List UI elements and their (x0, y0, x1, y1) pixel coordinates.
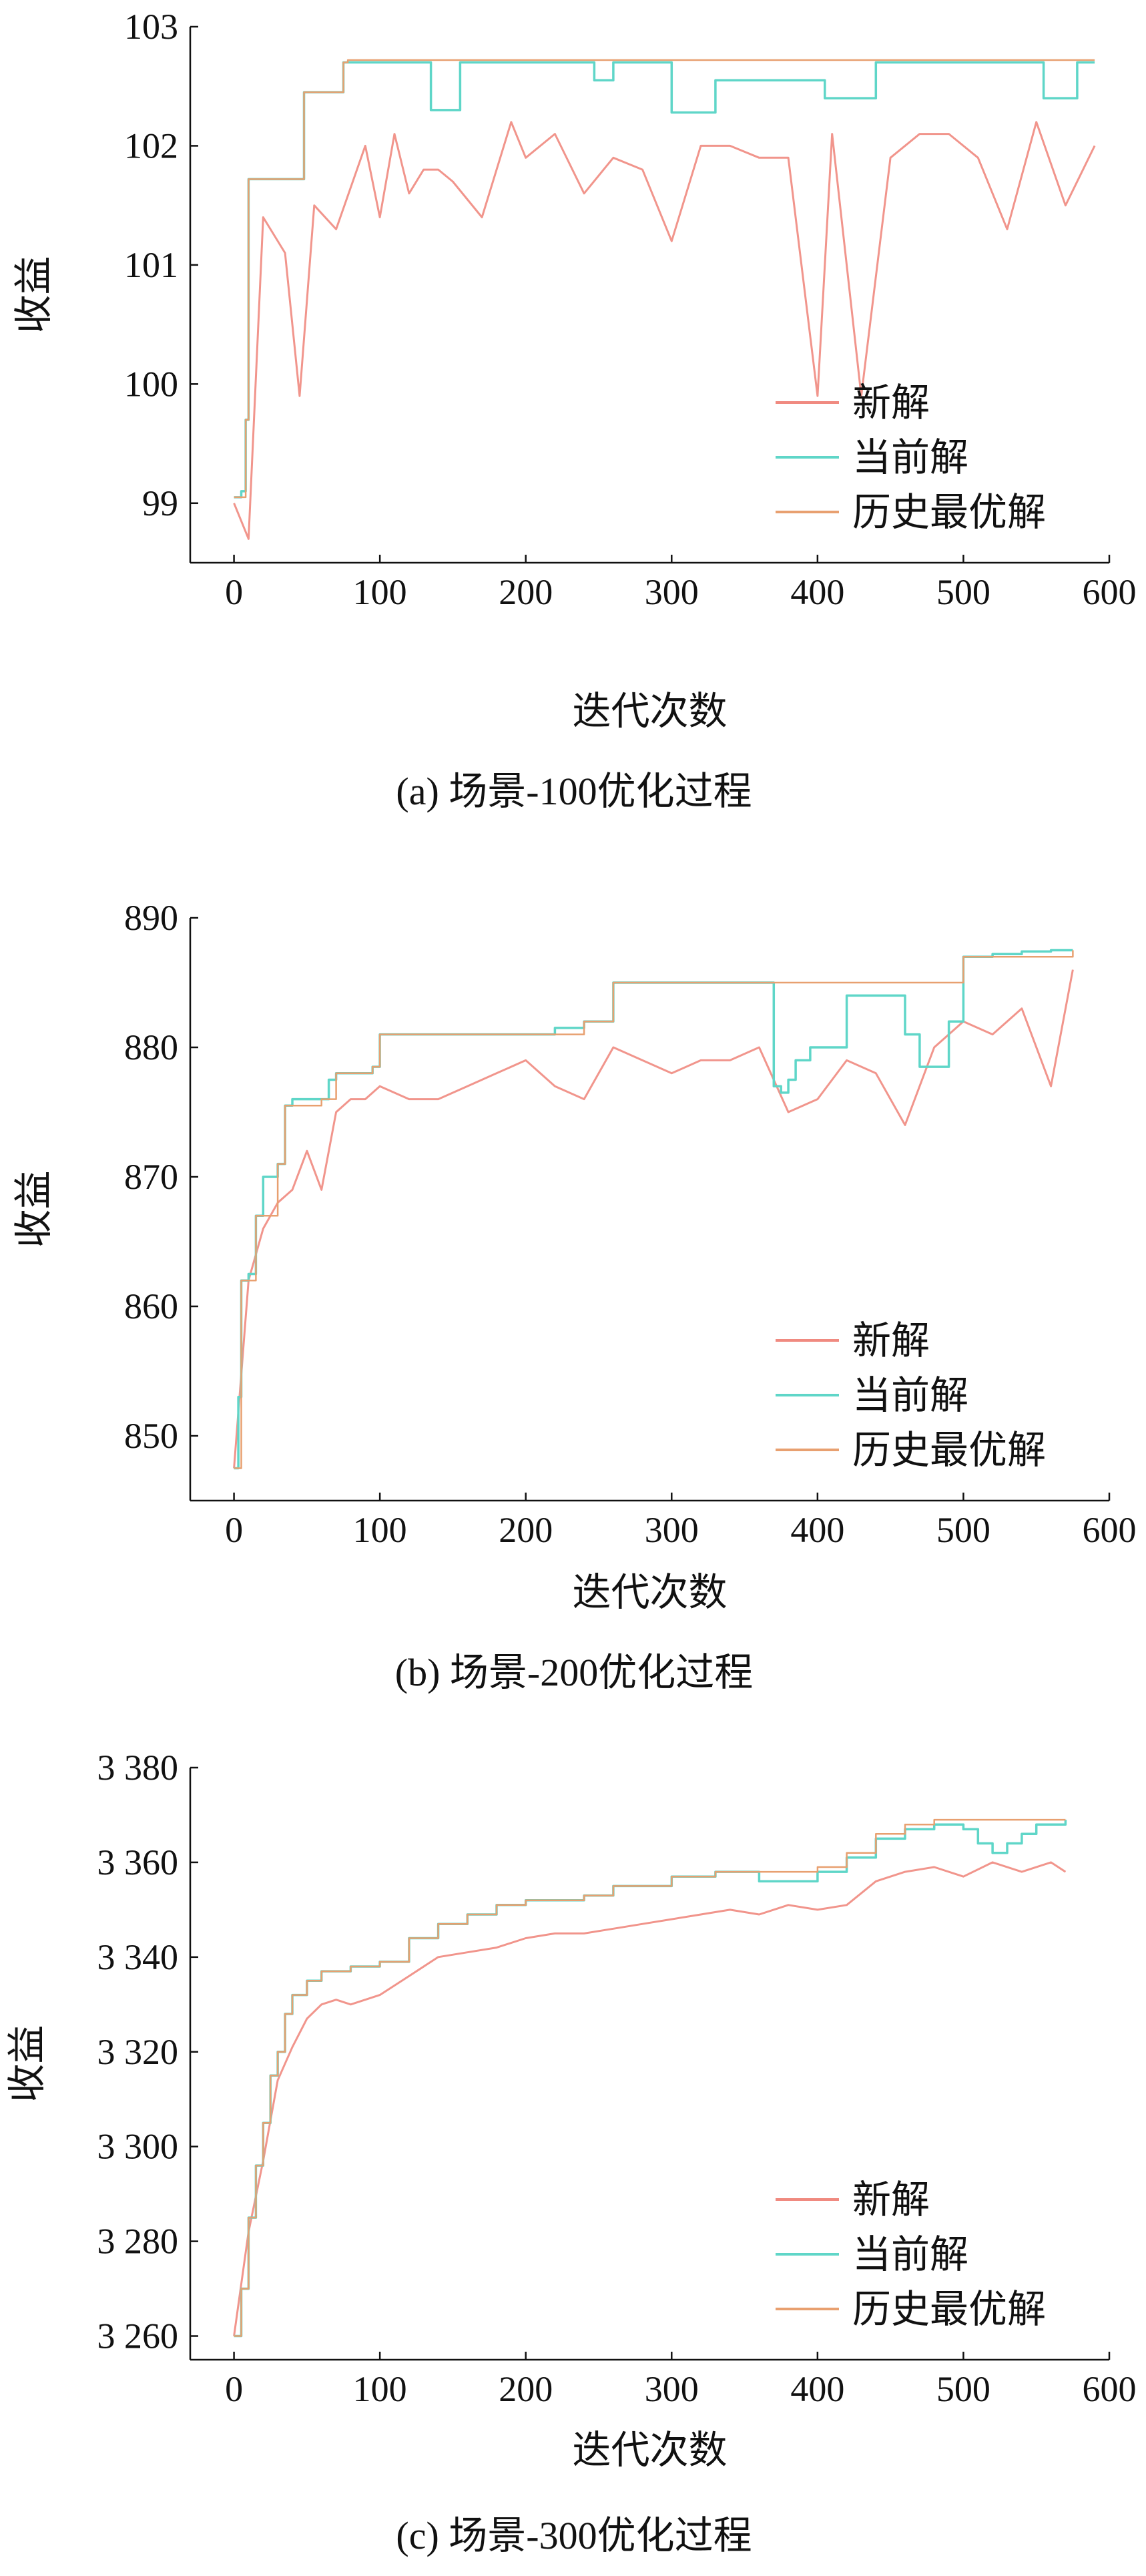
x-tick-label: 200 (499, 2369, 553, 2409)
series-line-current (234, 61, 1095, 499)
plot-area (233, 949, 1074, 1470)
x-tick-label: 400 (790, 2369, 844, 2409)
figure-caption: (a) 场景-100优化过程 (396, 770, 752, 813)
x-tick-label: 500 (936, 1510, 990, 1550)
x-axis-title: 迭代次数 (572, 1571, 727, 1614)
x-tick-label: 500 (936, 572, 990, 612)
x-tick-label: 0 (225, 1510, 243, 1550)
legend-label: 当前解 (852, 436, 968, 479)
legend-label: 新解 (852, 2178, 930, 2222)
series-line-best (234, 59, 1095, 499)
legend-label: 历史最优解 (852, 1429, 1046, 1472)
y-tick-label: 102 (124, 125, 178, 166)
series-line-new (233, 1861, 1067, 2336)
y-tick-label: 3 320 (97, 2032, 179, 2072)
x-tick-label: 200 (499, 1510, 553, 1550)
figure-caption: (b) 场景-200优化过程 (395, 1651, 753, 1694)
y-tick-label: 101 (124, 245, 178, 285)
series-line-new (233, 121, 1096, 540)
plot-area (233, 59, 1096, 540)
chart-panel-2: 0 100 200 300 400 500 600 850 860 870 880 890 收益迭代次数… (12, 898, 1137, 1694)
x-tick-label: 0 (225, 572, 243, 612)
x-tick-label: 600 (1083, 1510, 1137, 1550)
legend-label: 当前解 (852, 1374, 968, 1417)
legend-label: 历史最优解 (852, 2288, 1046, 2331)
y-tick-label: 870 (124, 1157, 178, 1197)
x-tick-label: 100 (353, 2369, 407, 2409)
y-axis-title: 收益 (12, 256, 55, 333)
plot-area (233, 1818, 1067, 2338)
y-tick-label: 99 (142, 483, 178, 523)
legend-label: 新解 (852, 1319, 930, 1362)
y-tick-label: 860 (124, 1286, 178, 1326)
series-line-best (234, 950, 1074, 1469)
x-tick-label: 300 (645, 2369, 699, 2409)
x-tick-label: 600 (1083, 572, 1137, 612)
x-tick-label: 400 (790, 1510, 844, 1550)
y-axis-title: 收益 (5, 2025, 49, 2102)
x-axis-title: 迭代次数 (572, 2428, 727, 2472)
y-tick-label: 3 360 (97, 1842, 179, 1882)
y-tick-label: 100 (124, 364, 178, 404)
y-tick-label: 3 380 (97, 1748, 179, 1788)
x-tick-label: 100 (353, 1510, 407, 1550)
legend-label: 历史最优解 (852, 491, 1046, 534)
y-tick-label: 3 280 (97, 2222, 179, 2262)
x-tick-label: 100 (353, 572, 407, 612)
x-tick-label: 400 (790, 572, 844, 612)
x-tick-label: 500 (936, 2369, 990, 2409)
y-axis-title: 收益 (12, 1170, 55, 1248)
x-tick-label: 0 (225, 2369, 243, 2409)
y-tick-label: 3 340 (97, 1937, 179, 1977)
y-tick-label: 3 260 (97, 2316, 179, 2356)
y-tick-label: 103 (124, 7, 178, 47)
x-tick-label: 300 (645, 1510, 699, 1550)
y-tick-label: 3 300 (97, 2127, 179, 2167)
x-tick-label: 300 (645, 572, 699, 612)
y-tick-label: 850 (124, 1416, 178, 1456)
x-axis-title: 迭代次数 (572, 690, 727, 733)
y-tick-label: 890 (124, 898, 178, 938)
y-tick-label: 880 (124, 1027, 178, 1067)
figure-caption: (c) 场景-300优化过程 (396, 2514, 752, 2557)
x-tick-label: 200 (499, 572, 553, 612)
series-line-new (233, 969, 1074, 1469)
chart-panel-3: 0 100 200 300 400 500 600 3 260 3 280 3 300 3 320 3… (5, 1748, 1137, 2557)
x-tick-label: 600 (1083, 2369, 1137, 2409)
series-line-best (234, 1818, 1066, 2337)
legend-label: 新解 (852, 381, 930, 425)
legend-label: 当前解 (852, 2233, 968, 2276)
